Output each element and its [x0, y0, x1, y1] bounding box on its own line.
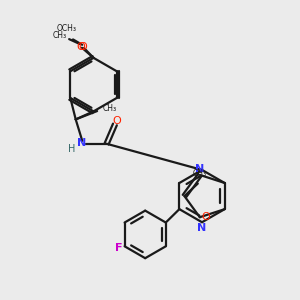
Text: F: F — [115, 243, 122, 253]
Text: N: N — [195, 164, 204, 174]
Text: CH₃: CH₃ — [103, 104, 117, 113]
Text: H: H — [68, 144, 76, 154]
Text: N: N — [197, 223, 207, 233]
Text: CH₃: CH₃ — [192, 169, 206, 178]
Text: OCH₃: OCH₃ — [56, 24, 76, 33]
Text: CH₃: CH₃ — [53, 31, 67, 40]
Text: N: N — [77, 138, 86, 148]
Text: O: O — [112, 116, 121, 126]
Text: O: O — [201, 212, 210, 222]
Text: O: O — [79, 42, 88, 52]
Text: O: O — [77, 42, 85, 52]
